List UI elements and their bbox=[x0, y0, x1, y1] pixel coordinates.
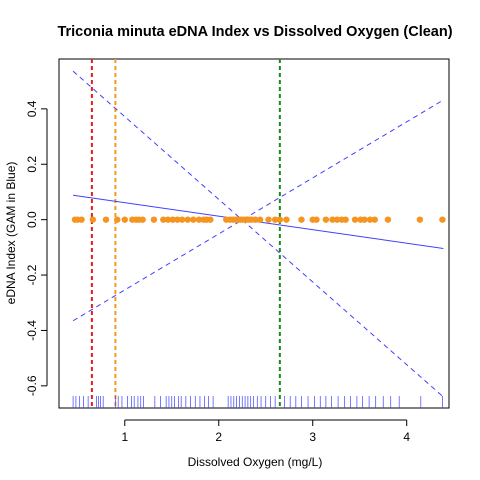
x-tick-label: 1 bbox=[121, 430, 128, 444]
data-point bbox=[164, 216, 172, 223]
data-point bbox=[416, 216, 424, 223]
x-axis-label: Dissolved Oxygen (mg/L) bbox=[188, 455, 323, 469]
data-point bbox=[342, 216, 349, 223]
data-point bbox=[252, 216, 259, 223]
data-point bbox=[256, 216, 264, 223]
gam-ci-upper-line bbox=[72, 99, 444, 322]
data-point bbox=[322, 216, 330, 223]
data-points bbox=[71, 216, 446, 223]
data-point bbox=[265, 216, 272, 223]
y-tick-label: 0.4 bbox=[25, 100, 39, 117]
data-point bbox=[78, 216, 85, 223]
x-tick-label: 4 bbox=[403, 430, 410, 444]
data-point bbox=[283, 216, 290, 223]
y-tick-label: -0.2 bbox=[25, 264, 39, 285]
data-point bbox=[150, 216, 158, 223]
data-point bbox=[190, 216, 197, 223]
data-point bbox=[178, 216, 186, 223]
data-point bbox=[351, 216, 359, 223]
reference-lines bbox=[90, 59, 281, 408]
data-point bbox=[366, 216, 374, 223]
y-tick-label: 0.0 bbox=[25, 211, 39, 228]
data-point bbox=[160, 216, 167, 223]
x-axis: 1 2 3 4 bbox=[121, 419, 410, 444]
data-point bbox=[195, 216, 203, 223]
x-tick-label: 2 bbox=[215, 430, 222, 444]
data-point bbox=[271, 216, 279, 223]
data-point bbox=[207, 216, 214, 223]
gam-confidence-bands bbox=[72, 70, 444, 398]
data-point bbox=[329, 216, 336, 223]
data-point bbox=[361, 216, 368, 223]
data-point bbox=[121, 216, 128, 223]
data-point bbox=[139, 216, 146, 223]
x-tick-label: 3 bbox=[309, 430, 316, 444]
plot-frame bbox=[58, 58, 450, 409]
data-point bbox=[298, 216, 305, 223]
data-point bbox=[333, 216, 341, 223]
y-tick-label: 0.2 bbox=[25, 156, 39, 173]
data-point bbox=[174, 216, 181, 223]
data-point bbox=[439, 216, 446, 223]
data-point bbox=[102, 216, 110, 223]
gam-ci-lower-line bbox=[72, 70, 444, 398]
chart-title: Triconia minuta eDNA Index vs Dissolved … bbox=[57, 24, 452, 40]
data-point bbox=[276, 216, 284, 223]
y-tick-label: -0.4 bbox=[25, 320, 39, 341]
data-point bbox=[384, 216, 392, 223]
data-point bbox=[184, 216, 191, 223]
data-point bbox=[114, 216, 121, 223]
y-axis-label: eDNA Index (GAM in Blue) bbox=[4, 162, 18, 305]
data-point bbox=[89, 216, 97, 223]
data-point bbox=[371, 216, 378, 223]
y-tick-label: -0.6 bbox=[25, 375, 39, 396]
data-point bbox=[169, 216, 176, 223]
y-axis: -0.6 -0.4 -0.2 0.0 0.2 0.4 bbox=[25, 100, 48, 396]
data-point bbox=[313, 216, 320, 223]
rug-marks bbox=[72, 396, 443, 408]
